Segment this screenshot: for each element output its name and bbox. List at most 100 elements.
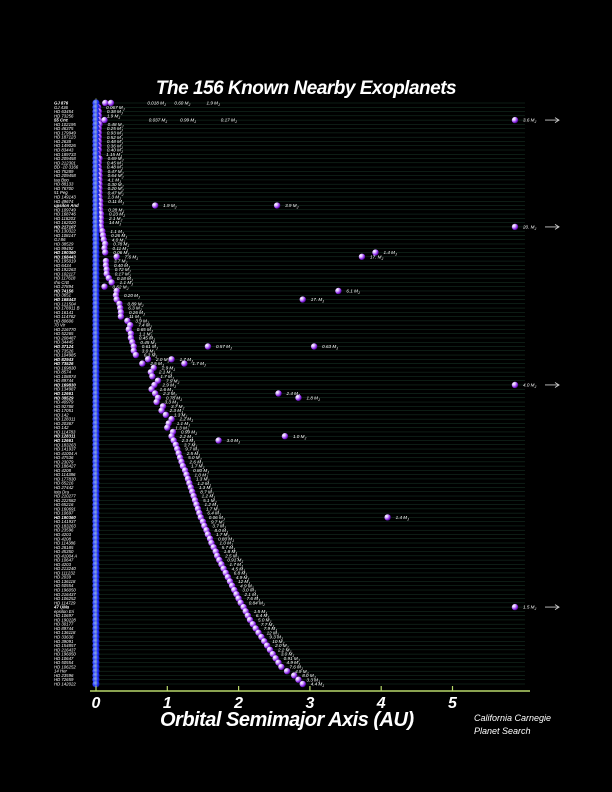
star-name: HD 88133 [54, 182, 74, 187]
x-tick-label: 5 [448, 695, 458, 712]
planet-mass-label: 6.8 MJ [234, 571, 248, 578]
planet-mass-label: 0.26 MJ [129, 310, 145, 317]
planet-mass-label: 2.9 MJ [161, 383, 176, 390]
planet-mass-label: 1.1 MJ [177, 421, 191, 428]
star-name: HD 37124 [54, 344, 74, 349]
star-name: HD 104985 [54, 353, 76, 358]
planet-point [511, 223, 519, 231]
planet-mass-label: 0.20 MJ [108, 186, 124, 193]
planet-mass-label: 0.69 MJ [108, 156, 124, 163]
planet-mass-label: 1.4 MJ [383, 250, 397, 257]
planet-mass-label: 1.3 MJ [196, 477, 210, 484]
planet-mass-label: 0.40 MJ [107, 148, 123, 155]
x-tick-label: 2 [233, 695, 243, 712]
planet-mass-label: 0.84 MJ [249, 600, 265, 607]
star-name: HD 92788 [54, 404, 74, 409]
star-name: HD 187123 [54, 135, 76, 140]
planet-mass-label: 9.3 MJ [269, 635, 283, 642]
x-tick-label: 1 [163, 695, 172, 712]
planet-mass-label: 3.3 MJ [306, 677, 320, 684]
planet-mass-label: 1.8 MJ [306, 395, 320, 402]
star-name: HD 2039 [54, 575, 72, 580]
planet-mass-label: 2.0 MJ [274, 643, 289, 650]
star-name: HD 72659 [54, 677, 74, 682]
credit-line-2: Planet Search [474, 726, 531, 736]
planet-mass-label: 0.17 MJ [221, 118, 237, 125]
star-name: HD 75289 [54, 169, 74, 174]
star-name: HD 186427 [54, 464, 76, 469]
planet-mass-label: 17. MJ [370, 254, 384, 261]
planet-mass-label: 0.78 MJ [166, 395, 182, 402]
star-name: HD 27894 [54, 284, 74, 289]
planet-mass-label: 1.3 MJ [175, 425, 189, 432]
star-name: HD 45350 [54, 549, 74, 554]
planet-mass-label: 0.45 MJ [139, 336, 155, 343]
planet-point [108, 279, 115, 286]
planet-mass-label: 2.3 MJ [181, 438, 196, 445]
star-name: HD 65216 [54, 481, 74, 486]
star-name: HD 76700 [54, 186, 74, 191]
planet-mass-label: 4.9 MJ [295, 669, 309, 676]
star-name: HD 27442 [54, 485, 74, 490]
star-name: HD 118203 [54, 216, 76, 221]
planet-mass-label: 7.6 MJ [289, 665, 303, 672]
planet-mass-label: 0.28 MJ [108, 207, 124, 214]
planet-point [204, 343, 212, 350]
off-scale-arrow [545, 382, 560, 388]
planet-mass-label: 9.7 MJ [211, 519, 225, 526]
planet-mass-label: 2.9 MJ [161, 365, 176, 372]
off-scale-arrow [545, 224, 560, 230]
planet-mass-label: 2.2 MJ [179, 417, 194, 424]
star-name: HD 142022 [54, 682, 76, 687]
planet-mass-label: 0.25 MJ [107, 126, 123, 133]
star-name: HD 190228 [54, 617, 76, 622]
planet-mass-label: 1.1 MJ [120, 280, 134, 287]
planet-mass-label: 7.6 MJ [247, 596, 261, 603]
planet-mass-label: 0.99 MJ [180, 118, 196, 125]
planet-mass-label: 3.7 MJ [212, 524, 226, 531]
planet-mass-label: 12 MJ [238, 579, 250, 586]
planet-mass-label: 2.5 MJ [186, 451, 201, 458]
planet-point [299, 680, 306, 688]
star-name: 51 Peg [54, 190, 68, 195]
planet-mass-label: 5.1 MJ [203, 498, 217, 505]
star-name: HD 89744 [54, 378, 74, 383]
planet-mass-label: 0.62 MJ [113, 284, 129, 291]
planet-point [168, 356, 175, 363]
planet-point [113, 253, 120, 260]
planet-mass-label: 14 MJ [109, 220, 121, 227]
planet-mass-label: 2.5 MJ [149, 361, 164, 368]
planet-mass-label: 1.3 MJ [174, 412, 188, 419]
planet-mass-label: 7.6 MJ [125, 254, 139, 261]
planet-point [511, 603, 519, 611]
planet-mass-label: 20. MJ [522, 224, 537, 231]
star-name: HD 149026 [54, 143, 76, 148]
planet-mass-label: 0.067 MJ [106, 105, 125, 112]
star-name: HD 47536 [54, 455, 74, 460]
star-name: HD 89744 [54, 626, 74, 631]
planet-mass-label: 1.7 MJ [180, 357, 194, 364]
star-name: HD 102195 [54, 122, 76, 127]
planet-mass-label: 1.7 MJ [216, 532, 230, 539]
star-name: tau Boo [54, 177, 69, 182]
star-name: HD 17051 [54, 408, 74, 413]
planet-mass-label: 1.9 MJ [207, 101, 221, 108]
star-name: HD 38529 [54, 395, 74, 400]
x-axis-label: Orbital Semimajor Axis (AU) [160, 709, 414, 731]
star-name: HD 117618 [54, 276, 76, 281]
star-name: HD 4208 [54, 468, 72, 473]
planet-point [275, 390, 282, 397]
planet-point [144, 356, 152, 363]
star-name: GJ 86 [54, 237, 66, 242]
planet-mass-label: 1.7 MJ [160, 374, 174, 381]
planet-point [132, 351, 140, 359]
planet-mass-label: 0.48 MJ [107, 139, 123, 146]
planet-mass-label: 3.6 MJ [523, 118, 537, 125]
planet-mass-label: 2.1 MJ [158, 370, 173, 377]
planet-point [139, 360, 146, 367]
star-name: HD 196050 [54, 588, 76, 593]
planet-point [102, 99, 109, 107]
planet-mass-label: 1.3 MJ [199, 485, 213, 492]
planet-point [215, 437, 222, 444]
star-name: 14 Her [54, 669, 67, 674]
